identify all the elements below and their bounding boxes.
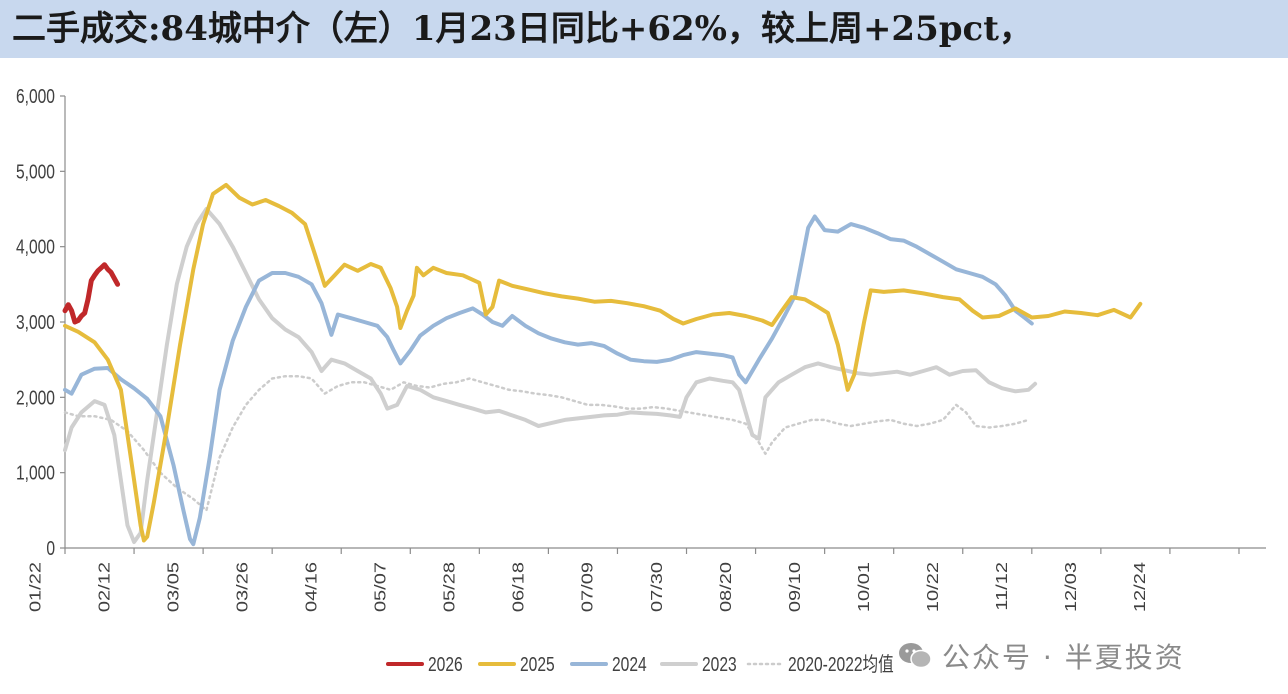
x-tick-label: 10/01 bbox=[855, 562, 873, 612]
watermark: 公众号 · 半夏投资 bbox=[898, 636, 1185, 676]
x-tick-label: 12/24 bbox=[1131, 562, 1149, 612]
series-line-2025 bbox=[63, 182, 1143, 543]
y-tick-label: 0 bbox=[46, 537, 55, 559]
legend-label: 2025 bbox=[520, 653, 555, 675]
series-layer bbox=[62, 182, 1143, 547]
series-line-2020-2022均值 bbox=[63, 374, 1030, 512]
wechat-icon bbox=[899, 643, 932, 669]
x-tick-label: 07/09 bbox=[579, 562, 597, 612]
x-tick-label: 03/26 bbox=[233, 562, 251, 612]
x-tick-label: 11/12 bbox=[993, 562, 1011, 611]
legend: 2026 2025 2024 2023 2020-2022均值 bbox=[386, 653, 894, 675]
x-tick-label: 04/16 bbox=[302, 562, 320, 612]
x-tick-label: 08/20 bbox=[717, 562, 735, 612]
x-tick-label: 05/28 bbox=[440, 562, 458, 612]
x-tick-label: 05/07 bbox=[371, 562, 389, 612]
y-tick-label: 2,000 bbox=[16, 386, 55, 408]
y-tick-label: 1,000 bbox=[16, 462, 55, 484]
y-tick-label: 3,000 bbox=[16, 311, 55, 333]
x-tick-label: 09/10 bbox=[786, 562, 804, 612]
x-tick-label: 10/22 bbox=[924, 562, 942, 612]
x-tick-label: 12/03 bbox=[1062, 562, 1080, 612]
axes-group: 01,0002,0003,0004,0005,0006,00001/0101/2… bbox=[16, 85, 1266, 612]
legend-label: 2024 bbox=[612, 653, 647, 675]
x-tick-label: 06/18 bbox=[510, 562, 528, 612]
y-tick-label: 4,000 bbox=[16, 236, 55, 258]
y-tick-label: 5,000 bbox=[16, 160, 55, 182]
line-chart: 01,0002,0003,0004,0005,0006,00001/0101/2… bbox=[16, 85, 1266, 675]
x-tick-label: 01/22 bbox=[26, 562, 44, 612]
legend-label: 2020-2022均值 bbox=[788, 653, 894, 675]
x-tick-label: 03/05 bbox=[164, 562, 182, 612]
chart-title: 二手成交:84城中介（左）1月23日同比+62%，较上周+25pct， bbox=[12, 9, 1033, 49]
legend-label: 2026 bbox=[428, 653, 463, 675]
y-tick-label: 6,000 bbox=[16, 85, 55, 107]
x-tick-label: 07/30 bbox=[648, 562, 666, 612]
title-bar: 二手成交:84城中介（左）1月23日同比+62%，较上周+25pct， bbox=[0, 0, 1288, 58]
watermark-text: 公众号 · 半夏投资 bbox=[942, 641, 1185, 674]
series-line-2026 bbox=[62, 262, 121, 325]
series-line-2024 bbox=[63, 214, 1034, 547]
legend-label: 2023 bbox=[702, 653, 737, 675]
x-tick-label: 02/12 bbox=[95, 562, 113, 612]
